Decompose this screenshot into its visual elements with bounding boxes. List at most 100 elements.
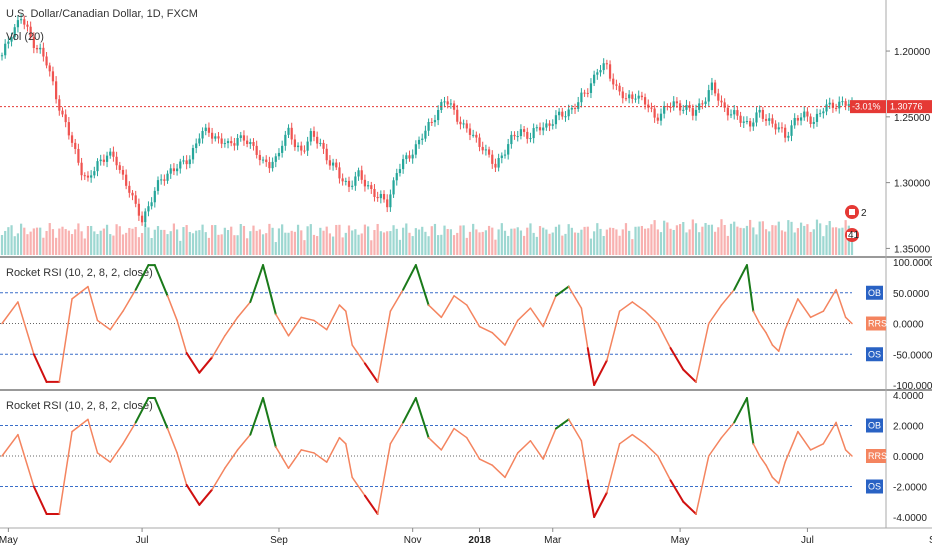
volume-bar: [647, 228, 650, 255]
candle-body: [685, 105, 688, 110]
volume-bar: [373, 230, 376, 255]
volume-bar: [497, 229, 500, 255]
rsi-segment: [758, 322, 767, 334]
indicator-axis-label: 2.0000: [893, 422, 924, 433]
rsi-segment: [262, 264, 277, 316]
rsi-segment: [554, 285, 570, 297]
rsi-segment: [58, 430, 73, 515]
candle-body: [427, 121, 430, 131]
candle-body: [45, 56, 48, 66]
indicator-1-line: [1, 264, 853, 386]
rsi-segment: [440, 295, 455, 319]
volume-bar: [281, 224, 284, 255]
candle-body: [93, 171, 96, 176]
volume-bar: [109, 234, 112, 255]
rsi-segment: [453, 427, 468, 439]
rsi-segment: [402, 397, 417, 424]
candle-body: [64, 114, 67, 123]
candle-body: [669, 106, 672, 108]
candle-body: [793, 117, 796, 126]
candle-body: [182, 160, 185, 162]
rsi-segment: [87, 418, 99, 454]
price-axis[interactable]: 1.35000 1.30000 1.25000 1.20000: [886, 47, 931, 255]
indicator-1-axis[interactable]: 100.0000 50.0000 0.0000 -50.0000 -100.0000 OB…: [866, 258, 932, 392]
volume-bar: [395, 228, 398, 255]
candle-body: [491, 154, 494, 164]
volume-bar: [230, 226, 233, 255]
candle-body: [529, 138, 532, 140]
time-label: Jul: [136, 535, 149, 546]
rsi-segment: [586, 347, 596, 386]
volume-bar: [564, 233, 567, 255]
candle-body: [357, 170, 360, 177]
ob-level-text: OB: [868, 421, 881, 431]
candle-body: [736, 110, 739, 116]
volume-bar: [144, 223, 147, 255]
candle-body: [745, 121, 749, 123]
rsi-segment: [176, 319, 188, 354]
candle-body: [392, 180, 395, 195]
candle-body: [456, 109, 459, 122]
candle-body: [255, 145, 258, 155]
rsi-segment: [1, 433, 19, 457]
volume-bar: [74, 229, 77, 255]
volume-bar: [698, 232, 701, 255]
rsi-segment: [166, 295, 178, 322]
indicator-2-axis[interactable]: 4.0000 2.0000 0.0000 -2.0000 -4.0000 OB RRSI OS: [866, 391, 927, 524]
volume-bar: [121, 234, 125, 255]
volume-bar: [618, 235, 621, 255]
candle-body: [373, 188, 376, 197]
volume-bar: [430, 226, 433, 255]
last-price-tag: [887, 100, 932, 114]
volume-bar: [688, 229, 691, 255]
time-axis[interactable]: MayJulSepNov2018MarMayJulSepNov: [0, 528, 932, 546]
candle-body: [618, 85, 621, 92]
rsi-segment: [542, 295, 557, 328]
volume-bar: [573, 232, 577, 255]
event-badges[interactable]: 2 41: [845, 205, 867, 242]
candle-body: [398, 169, 402, 174]
rsi-segment: [345, 443, 353, 479]
ob-level-text: OB: [868, 288, 881, 298]
candle-body: [749, 121, 752, 127]
volume-bar: [411, 236, 414, 255]
volume-bar: [271, 227, 274, 255]
volume-bar: [602, 235, 605, 255]
candle-body: [561, 111, 564, 117]
rsi-segment: [198, 488, 214, 506]
volume-bar: [532, 232, 535, 255]
rsi-segment: [593, 491, 608, 518]
volume-bar: [414, 228, 417, 255]
rsi-segment: [351, 476, 366, 497]
candle-body: [847, 104, 850, 106]
volume-bar: [316, 236, 319, 255]
rsi-segment: [516, 440, 532, 454]
volume-bar: [599, 228, 602, 255]
rsi-segment: [657, 322, 672, 349]
candle-body: [105, 155, 109, 162]
rsi-segment: [176, 452, 188, 486]
volume-bar: [669, 228, 672, 255]
volume-bar: [761, 221, 764, 255]
rsi-segment: [478, 458, 494, 466]
rsi-segment: [631, 433, 646, 445]
candle-body: [440, 102, 443, 111]
volume-bar: [389, 231, 392, 255]
candle-body: [459, 121, 462, 125]
rsi-segment: [593, 359, 608, 386]
volume-label: Vol (20): [6, 31, 44, 43]
candle-body: [42, 47, 45, 57]
volume-bar: [589, 238, 593, 255]
volume-bar: [67, 230, 70, 255]
price-tick-label: 1.30000: [894, 179, 931, 190]
candle-body: [443, 101, 446, 103]
candle-body: [131, 192, 134, 196]
rsi-segment: [122, 288, 137, 312]
rsi-segment: [453, 295, 468, 306]
volume-bar: [80, 231, 83, 255]
volume-bar: [32, 228, 35, 255]
candle-body: [287, 127, 290, 135]
candle-body: [172, 168, 176, 172]
volume-bar: [296, 224, 300, 255]
